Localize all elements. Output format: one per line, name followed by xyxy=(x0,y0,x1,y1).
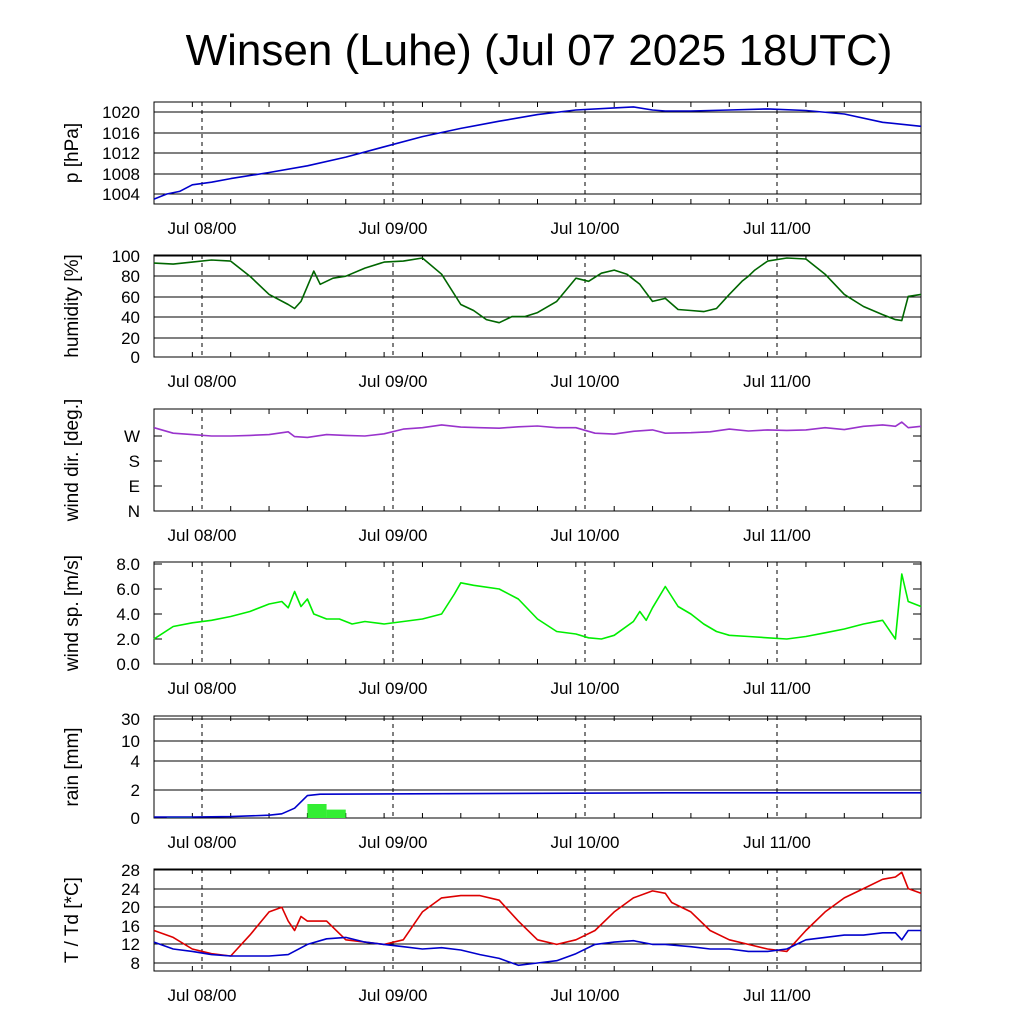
x-time-label: Jul 11/00 xyxy=(743,219,811,238)
x-time-label: Jul 09/00 xyxy=(359,679,428,698)
x-time-label: Jul 11/00 xyxy=(743,833,811,852)
x-time-label: Jul 10/00 xyxy=(551,833,620,852)
series-line-5-1 xyxy=(153,929,921,967)
rain-bar xyxy=(326,809,346,818)
y-tick-label: 0 xyxy=(131,348,140,367)
x-time-label: Jul 09/00 xyxy=(359,526,428,545)
x-time-label: Jul 09/00 xyxy=(359,372,428,391)
y-tick-label: 8 xyxy=(131,954,140,973)
y-tick-label: 10 xyxy=(121,732,140,751)
panel-frame-2 xyxy=(153,408,922,512)
x-time-label: Jul 08/00 xyxy=(168,372,237,391)
y-tick-label: 1012 xyxy=(102,144,140,163)
series-line-1-0 xyxy=(153,257,922,324)
y-axis-label: T / Td [*C] xyxy=(62,877,83,963)
x-time-label: Jul 09/00 xyxy=(359,219,428,238)
x-time-label: Jul 10/00 xyxy=(551,679,620,698)
y-tick-label: 0 xyxy=(131,809,140,828)
x-time-label: Jul 10/00 xyxy=(551,372,620,391)
x-time-label: Jul 09/00 xyxy=(359,833,428,852)
y-tick-label: 4 xyxy=(131,752,140,771)
series-line-2-0 xyxy=(153,421,922,439)
y-tick-label: 20 xyxy=(121,898,140,917)
y-tick-label: 1004 xyxy=(102,185,140,204)
y-tick-label: 12 xyxy=(121,935,140,954)
y-tick-label: 6.0 xyxy=(116,580,140,599)
x-time-label: Jul 11/00 xyxy=(743,679,811,698)
x-time-label: Jul 10/00 xyxy=(551,526,620,545)
x-time-label: Jul 10/00 xyxy=(551,986,620,1005)
x-time-label: Jul 08/00 xyxy=(168,679,237,698)
y-tick-label: 1016 xyxy=(102,124,140,143)
y-tick-label: 100 xyxy=(112,247,140,266)
y-tick-label: 16 xyxy=(121,917,140,936)
x-time-label: Jul 08/00 xyxy=(168,219,237,238)
y-tick-label: 1020 xyxy=(102,103,140,122)
series-line-3-0 xyxy=(153,573,922,640)
y-axis-label: wind sp. [m/s] xyxy=(62,555,83,672)
y-tick-label: 60 xyxy=(121,288,140,307)
rain-bar xyxy=(307,804,327,818)
y-tick-label: 28 xyxy=(121,861,140,880)
y-tick-label: 30 xyxy=(121,710,140,729)
y-tick-label: E xyxy=(129,477,140,496)
y-tick-label: 2.0 xyxy=(116,630,140,649)
series-line-5-0 xyxy=(153,871,922,957)
y-tick-label: 8.0 xyxy=(116,555,140,574)
y-axis-label: rain [mm] xyxy=(62,727,83,806)
y-tick-label: 1008 xyxy=(102,165,140,184)
series-line-4-0 xyxy=(154,791,921,818)
y-tick-label: S xyxy=(129,452,140,471)
series-line-0-0 xyxy=(153,106,922,200)
y-tick-label: 20 xyxy=(121,329,140,348)
x-time-label: Jul 11/00 xyxy=(743,526,811,545)
y-tick-label: 40 xyxy=(121,308,140,327)
y-axis-label: wind dir. [deg.] xyxy=(62,399,83,523)
x-time-label: Jul 11/00 xyxy=(743,372,811,391)
y-tick-label: 24 xyxy=(121,880,140,899)
y-axis-label: humidity [%] xyxy=(62,254,83,357)
x-time-label: Jul 08/00 xyxy=(168,986,237,1005)
y-tick-label: 4.0 xyxy=(116,605,140,624)
panel-frame-4 xyxy=(153,715,922,819)
panel-frame-1 xyxy=(153,254,922,358)
x-time-label: Jul 08/00 xyxy=(168,833,237,852)
y-tick-label: 2 xyxy=(131,781,140,800)
x-time-label: Jul 11/00 xyxy=(743,986,811,1005)
y-tick-label: N xyxy=(128,502,140,521)
y-tick-label: 80 xyxy=(121,267,140,286)
x-time-label: Jul 10/00 xyxy=(551,219,620,238)
y-tick-label: 0.0 xyxy=(116,655,140,674)
x-time-label: Jul 09/00 xyxy=(359,986,428,1005)
x-time-label: Jul 08/00 xyxy=(168,526,237,545)
chart-title: Winsen (Luhe) (Jul 07 2025 18UTC) xyxy=(185,26,893,75)
y-axis-label: p [hPa] xyxy=(62,123,83,183)
panel-frame-3 xyxy=(153,561,922,665)
y-tick-label: W xyxy=(124,427,140,446)
